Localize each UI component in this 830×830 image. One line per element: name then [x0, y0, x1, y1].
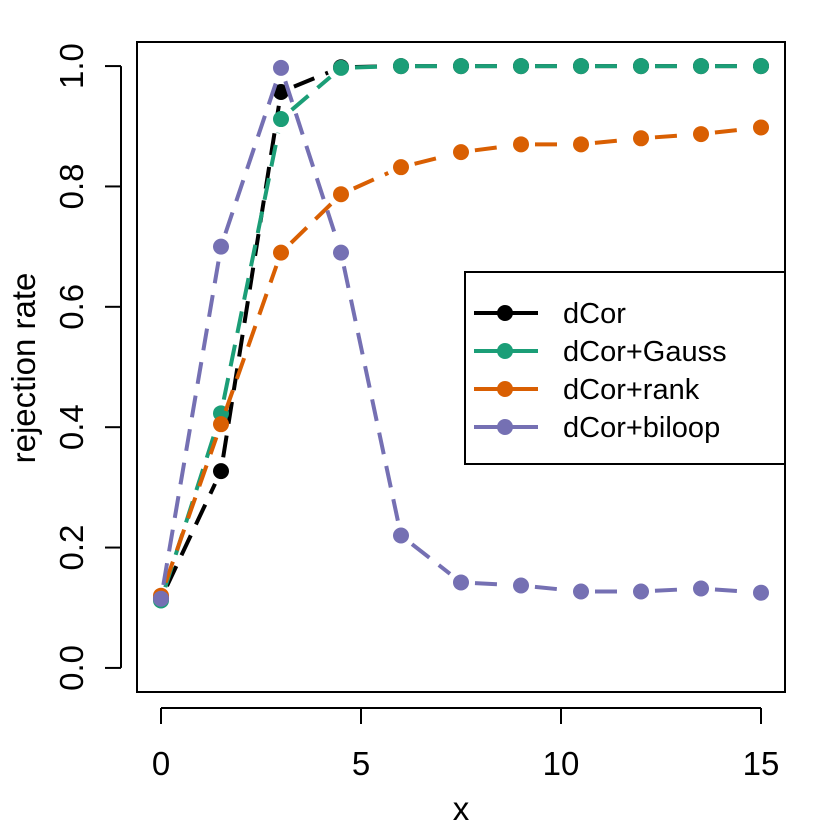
data-point [753, 119, 769, 136]
data-point [633, 58, 649, 75]
series-segment [161, 260, 221, 586]
legend-item: dCor+Gauss [474, 336, 727, 368]
series-layer [153, 58, 769, 609]
data-point [573, 58, 589, 75]
series-segment [221, 105, 281, 458]
series-segment [283, 80, 339, 240]
y-tick-label: 1.0 [53, 43, 90, 89]
data-point [333, 244, 349, 261]
y-tick-label: 0.4 [53, 404, 90, 450]
series-segment [474, 581, 508, 587]
data-point [273, 83, 289, 100]
data-point [213, 463, 229, 480]
data-point [453, 144, 469, 161]
legend-label: dCor [563, 298, 626, 330]
x-tick-label: 15 [743, 745, 780, 782]
series-segment [289, 202, 333, 245]
series-segment [352, 171, 390, 191]
series-segment [221, 132, 281, 401]
legend-marker [497, 419, 513, 435]
legend-label: dCor+biloop [563, 412, 720, 444]
data-point [333, 186, 349, 203]
series-segment [223, 265, 279, 412]
legend-marker [497, 305, 513, 321]
data-point [573, 136, 589, 153]
x-tick-label: 10 [543, 745, 580, 782]
x-axis: 0 5 10 15 [152, 707, 780, 782]
series-segment [714, 127, 748, 135]
data-point [693, 58, 709, 75]
series-segment [534, 584, 568, 593]
series-segment [354, 64, 388, 70]
series-segment [654, 133, 688, 140]
data-point [513, 58, 529, 75]
legend-item: dCor+rank [474, 374, 700, 406]
series-segment [293, 70, 329, 89]
data-point [513, 136, 529, 153]
data-point [273, 244, 289, 261]
legend-marker [497, 343, 513, 359]
data-point [693, 126, 709, 143]
data-point [333, 59, 349, 76]
series-segment [341, 265, 401, 523]
x-tick-label: 0 [152, 745, 170, 782]
series-segment [165, 482, 217, 587]
y-tick-label: 0.0 [53, 645, 90, 691]
y-tick-label: 0.2 [53, 525, 90, 571]
data-point [633, 130, 649, 147]
series-segment [163, 436, 219, 584]
y-axis-title: rejection rate [5, 273, 42, 464]
data-point [393, 159, 409, 176]
series-segment [410, 542, 452, 576]
data-point [633, 583, 649, 600]
data-point [393, 58, 409, 75]
series-dcor-rank [153, 119, 769, 604]
series-segment [474, 144, 508, 153]
series-segment [654, 587, 688, 593]
series-segment [714, 587, 748, 594]
legend-item: dCor [474, 298, 626, 330]
legend-label: dCor+rank [563, 374, 700, 406]
legend-box [464, 271, 786, 465]
data-point [513, 577, 529, 594]
data-point [213, 416, 229, 433]
x-tick-label: 5 [352, 745, 370, 782]
data-point [273, 111, 289, 128]
data-point [153, 590, 169, 607]
data-point [393, 527, 409, 544]
data-point [213, 238, 229, 255]
series-segment [290, 75, 332, 112]
series-segment [223, 80, 279, 234]
series-segment [594, 137, 628, 145]
data-point [453, 574, 469, 591]
y-tick-label: 0.6 [53, 284, 90, 330]
legend: dCor dCor+Gauss dCor+rank dCor+biloop [464, 271, 786, 465]
y-tick-label: 0.8 [53, 164, 90, 210]
data-point [753, 584, 769, 601]
data-point [693, 580, 709, 597]
legend-marker [497, 381, 513, 397]
data-point [753, 58, 769, 75]
data-point [573, 583, 589, 600]
series-dcor-biloop [153, 59, 769, 607]
x-axis-title: x [453, 790, 470, 827]
series-segment [414, 153, 448, 166]
y-axis: 0.0 0.2 0.4 0.6 0.8 1.0 [53, 43, 122, 691]
legend-item: dCor+biloop [474, 412, 720, 444]
data-point [453, 58, 469, 75]
data-point [273, 59, 289, 76]
legend-label: dCor+Gauss [563, 336, 727, 368]
